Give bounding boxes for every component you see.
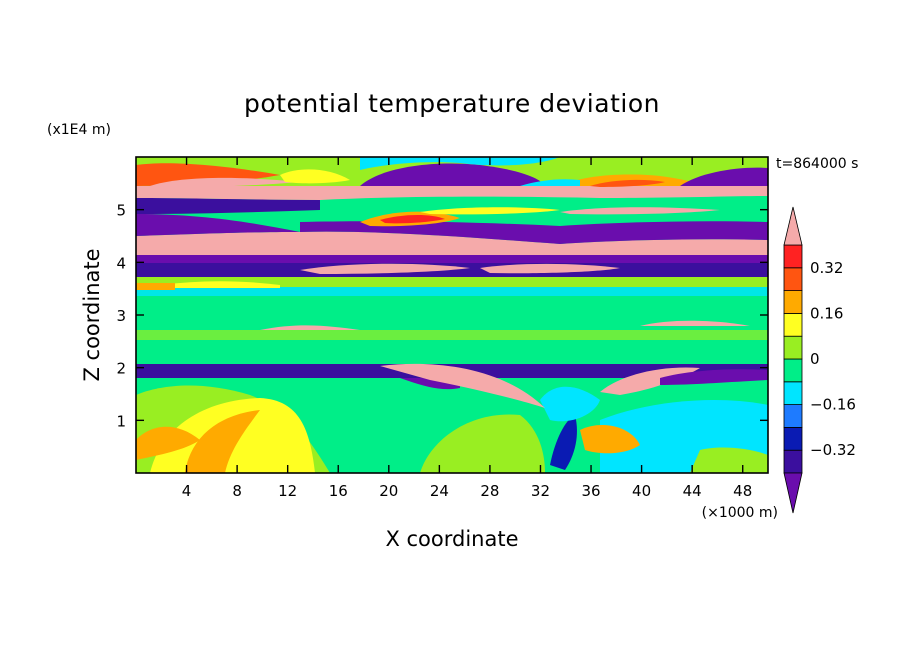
y-tick-label: 1 — [116, 412, 126, 430]
contour-region — [550, 415, 577, 470]
contour-region — [136, 255, 768, 263]
contour-region — [136, 198, 320, 214]
contour-region — [680, 167, 768, 186]
contour-region — [540, 386, 600, 422]
contour-region — [420, 414, 545, 473]
y-axis: 1 2 3 4 5 — [116, 202, 768, 430]
colorbar-segment — [783, 290, 803, 314]
x-tick-label: 44 — [683, 482, 702, 500]
contour-region — [380, 363, 545, 408]
contour-region — [150, 177, 300, 188]
contour-region — [590, 179, 665, 187]
contour-region — [136, 231, 768, 255]
colorbar: 0.32 0.16 0 −0.16 −0.32 — [783, 206, 856, 514]
contour-region — [300, 221, 768, 244]
contour-region — [360, 163, 545, 186]
contour-region — [136, 287, 768, 296]
contour-region — [480, 263, 620, 274]
colorbar-tick-label: −0.32 — [810, 441, 856, 459]
y-tick-label: 3 — [116, 307, 126, 325]
chart-title: potential temperature deviation — [244, 89, 660, 118]
x-tick-label: 4 — [182, 482, 192, 500]
contour-region — [136, 163, 280, 186]
colorbar-segment — [783, 426, 803, 451]
contour-region — [280, 169, 350, 184]
x-tick-label: 36 — [581, 482, 600, 500]
contour-region — [580, 425, 640, 454]
colorbar-segment — [783, 358, 803, 383]
contour-region — [420, 207, 560, 215]
contour-region — [136, 214, 300, 236]
x-axis: 4 8 12 16 20 24 28 32 36 40 44 48 — [182, 157, 752, 500]
contour-region — [136, 330, 768, 340]
y-axis-label: Z coordinate — [80, 248, 104, 381]
colorbar-segment — [783, 267, 803, 291]
contour-region — [380, 214, 445, 224]
colorbar-tick-label: 0.16 — [810, 304, 843, 322]
time-label: t=864000 s — [776, 156, 858, 172]
contour-region — [640, 320, 750, 326]
contour-region — [600, 367, 700, 395]
colorbar-extend-top — [783, 206, 803, 246]
y-tick-label: 2 — [116, 360, 126, 378]
y-tick-label: 5 — [116, 202, 126, 220]
y-unit-label: (x1E4 m) — [47, 122, 111, 138]
y-tick-label: 4 — [116, 254, 126, 272]
colorbar-segment — [783, 312, 803, 337]
x-tick-label: 28 — [480, 482, 499, 500]
contour-region — [360, 157, 560, 170]
colorbar-segment — [783, 244, 803, 269]
colorbar-segment — [783, 335, 803, 360]
x-tick-label: 12 — [278, 482, 297, 500]
x-axis-label: X coordinate — [385, 527, 518, 551]
colorbar-tick-label: 0 — [810, 350, 820, 368]
contour-region — [520, 179, 580, 186]
colorbar-tick-label: 0.32 — [810, 259, 843, 277]
contour-region — [136, 296, 768, 316]
colorbar-segment — [783, 381, 803, 405]
x-tick-label: 16 — [329, 482, 348, 500]
x-unit-label: (×1000 m) — [702, 505, 778, 521]
x-tick-label: 32 — [531, 482, 550, 500]
contour-region — [136, 340, 768, 362]
x-tick-label: 8 — [232, 482, 242, 500]
contour-region — [136, 263, 768, 277]
contour-region — [690, 447, 768, 473]
contour-region — [185, 410, 260, 473]
colorbar-tick-label: −0.16 — [810, 396, 856, 414]
contour-region — [136, 184, 768, 200]
colorbar-segment — [783, 449, 803, 474]
contour-region — [560, 207, 720, 215]
contour-region — [260, 325, 360, 330]
colorbar-segment — [783, 404, 803, 428]
x-tick-label: 40 — [632, 482, 651, 500]
contour-region — [136, 283, 175, 290]
contour-region — [660, 369, 768, 385]
contour-region — [136, 426, 200, 460]
x-tick-label: 24 — [430, 482, 449, 500]
x-tick-label: 48 — [733, 482, 752, 500]
contour-region — [160, 281, 280, 288]
colorbar-extend-bottom — [783, 472, 803, 514]
x-tick-label: 20 — [379, 482, 398, 500]
contour-field — [136, 157, 768, 473]
contour-region — [300, 263, 470, 274]
